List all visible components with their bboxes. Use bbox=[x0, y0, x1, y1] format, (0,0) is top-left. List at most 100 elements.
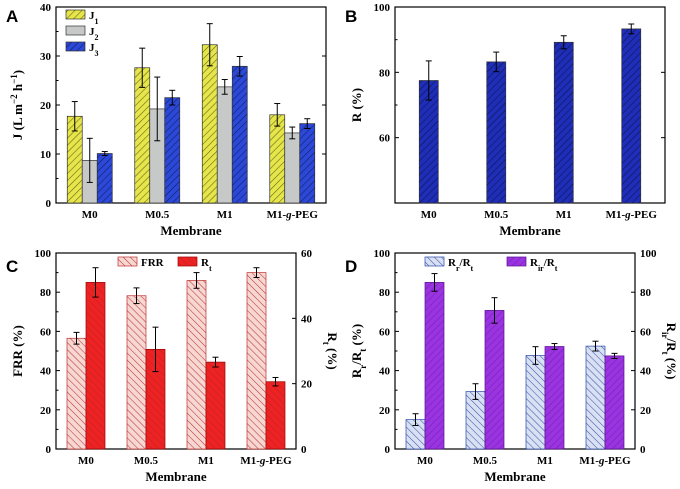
y-right-tick-label: 0 bbox=[301, 444, 307, 456]
y-tick-label: 10 bbox=[40, 149, 52, 161]
legend-label: FRR bbox=[141, 257, 165, 269]
y-tick-label: 40 bbox=[40, 2, 52, 14]
x-tick-label: M1-g-PEG bbox=[267, 209, 319, 221]
bar-hatch bbox=[545, 346, 564, 449]
y-tick-label: 30 bbox=[40, 51, 52, 63]
panel-label-d: D bbox=[345, 257, 357, 276]
panel-a-chart: 0 10 20 30 40 M0 M0.5 M1 M1-g-PEG Membrane J (L m−… bbox=[9, 2, 327, 238]
y-right-tick-label: 60 bbox=[640, 326, 652, 338]
bar-hatch bbox=[67, 338, 86, 449]
x-tick-label: M0.5 bbox=[134, 455, 159, 467]
bar-hatch bbox=[466, 391, 485, 449]
bar-hatch bbox=[206, 362, 225, 449]
y-tick-label: 0 bbox=[385, 444, 391, 456]
legend-label: Rr/Rt bbox=[448, 257, 474, 273]
x-tick-label: M0.5 bbox=[484, 209, 509, 221]
x-axis-label: Membrane bbox=[484, 469, 546, 484]
y-tick-label: 100 bbox=[35, 248, 52, 260]
y-right-tick-label: 20 bbox=[301, 379, 313, 391]
y-right-axis-label: Rt (%) bbox=[321, 332, 340, 369]
bar bbox=[216, 86, 233, 204]
y-tick-label: 20 bbox=[40, 405, 52, 417]
bar-hatch bbox=[247, 272, 266, 449]
x-tick-label: M1 bbox=[537, 455, 553, 467]
bar-hatch bbox=[419, 80, 439, 203]
y-tick-label: 80 bbox=[40, 287, 52, 299]
bar-hatch bbox=[299, 123, 315, 203]
bar-hatch bbox=[526, 355, 545, 449]
bar-hatch bbox=[134, 67, 150, 203]
bar-hatch bbox=[621, 28, 641, 203]
bar-hatch bbox=[202, 44, 218, 204]
x-tick-label: M1 bbox=[556, 209, 572, 221]
bar-hatch bbox=[86, 282, 105, 449]
panel-label-a: A bbox=[6, 7, 18, 26]
x-tick-label: M1-g-PEG bbox=[579, 455, 631, 467]
legend-label: J3 bbox=[89, 42, 99, 58]
legend-swatch-hatch bbox=[66, 42, 85, 51]
y-tick-label: 80 bbox=[379, 287, 391, 299]
bar-hatch bbox=[485, 310, 504, 449]
legend-swatch-hatch bbox=[425, 257, 444, 266]
bar-hatch bbox=[164, 97, 180, 203]
bar-hatch bbox=[266, 381, 285, 449]
x-tick-label: M0 bbox=[78, 455, 94, 467]
bar-hatch bbox=[605, 355, 624, 449]
x-axis-label: Membrane bbox=[499, 223, 561, 238]
x-tick-label: M1-g-PEG bbox=[606, 209, 658, 221]
y-axis-label: Rr/Rt (%) bbox=[349, 324, 368, 378]
bar-hatch bbox=[67, 116, 83, 203]
y-right-tick-label: 80 bbox=[640, 287, 652, 299]
legend-label: Rt bbox=[201, 257, 212, 273]
x-tick-label: M1 bbox=[198, 455, 214, 467]
y-right-tick-label: 40 bbox=[640, 366, 652, 378]
bar bbox=[284, 132, 301, 204]
y-right-tick-label: 100 bbox=[640, 248, 657, 260]
legend-label: J1 bbox=[89, 10, 99, 26]
x-tick-label: M0 bbox=[417, 455, 433, 467]
y-tick-label: 60 bbox=[40, 326, 52, 338]
x-tick-label: M1-g-PEG bbox=[240, 455, 292, 467]
y-tick-label: 40 bbox=[379, 366, 391, 378]
y-tick-label: 100 bbox=[374, 248, 391, 260]
legend-label: Rir/Rt bbox=[530, 257, 558, 273]
bar-hatch bbox=[586, 346, 605, 449]
legend-swatch-hatch bbox=[66, 10, 85, 19]
bar-hatch bbox=[146, 349, 165, 449]
y-tick-label: 100 bbox=[374, 2, 391, 14]
legend-swatch-hatch bbox=[507, 257, 526, 266]
y-right-tick-label: 60 bbox=[301, 248, 313, 260]
bar-hatch bbox=[232, 66, 248, 203]
bar-hatch bbox=[554, 42, 574, 203]
y-right-tick-label: 40 bbox=[301, 313, 313, 325]
y-axis-label: FRR (%) bbox=[10, 325, 25, 377]
bar-hatch bbox=[425, 282, 444, 449]
y-tick-label: 80 bbox=[379, 67, 391, 79]
legend-swatch bbox=[65, 25, 86, 36]
x-tick-label: M0 bbox=[82, 209, 98, 221]
x-tick-label: M0 bbox=[421, 209, 437, 221]
legend-swatch-hatch bbox=[178, 257, 197, 266]
bar-hatch bbox=[187, 280, 206, 449]
y-axis-label: R (%) bbox=[349, 88, 364, 122]
legend-swatch-hatch bbox=[118, 257, 137, 266]
y-tick-label: 0 bbox=[46, 444, 52, 456]
panel-c-chart: 0 20 40 60 80 100 0 20 40 60 M0 M0.5 M1 M1-g-PEG Membr… bbox=[10, 248, 340, 484]
bar-hatch bbox=[127, 295, 146, 449]
y-tick-label: 40 bbox=[40, 366, 52, 378]
legend-label: J2 bbox=[89, 26, 99, 42]
panel-b-chart: 60 80 100 M0 M0.5 M1 M1-g-PEG Membrane R (%) bbox=[349, 2, 666, 238]
y-right-tick-label: 20 bbox=[640, 405, 652, 417]
bar-hatch bbox=[486, 61, 506, 203]
panel-label-b: B bbox=[345, 7, 357, 26]
y-right-axis-label: Rir/Rt (%) bbox=[660, 323, 679, 380]
y-tick-label: 60 bbox=[379, 133, 391, 145]
y-tick-label: 20 bbox=[379, 405, 391, 417]
bar-hatch bbox=[406, 419, 425, 449]
y-right-tick-label: 0 bbox=[640, 444, 646, 456]
x-tick-label: M0.5 bbox=[145, 209, 170, 221]
x-tick-label: M0.5 bbox=[473, 455, 498, 467]
x-tick-label: M1 bbox=[217, 209, 233, 221]
x-axis-label: Membrane bbox=[160, 223, 222, 238]
x-axis-label: Membrane bbox=[145, 469, 207, 484]
